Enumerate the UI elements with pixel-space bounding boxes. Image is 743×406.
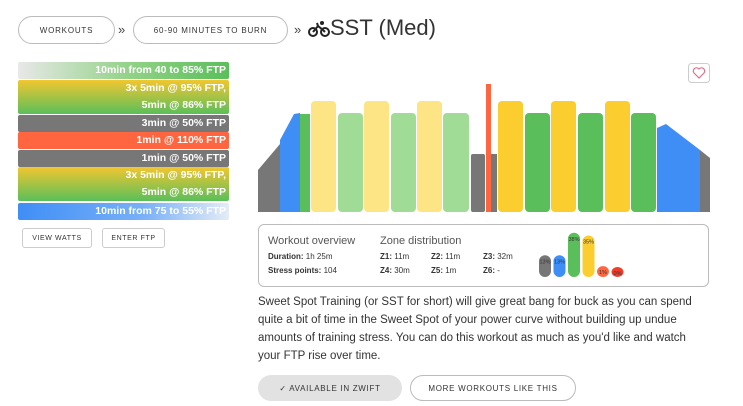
zone: Z4: 30m bbox=[380, 266, 410, 275]
zone-time: - bbox=[497, 266, 500, 275]
interval-text: 5min @ 86% FTP bbox=[141, 99, 226, 111]
zone-bubble bbox=[553, 255, 566, 277]
stress: Stress points: 104 bbox=[268, 266, 337, 275]
favorite-button[interactable] bbox=[688, 63, 710, 83]
zone-percent: 1% bbox=[599, 270, 607, 276]
zone-percent: 13% bbox=[554, 259, 565, 265]
zone-time: 11m bbox=[445, 252, 461, 261]
stress-label: Stress points: bbox=[268, 266, 322, 275]
description: Sweet Spot Training (or SST for short) w… bbox=[258, 296, 692, 362]
zone-label: Z3: bbox=[483, 252, 495, 261]
interval-text: 1min @ 50% FTP bbox=[141, 152, 226, 164]
zone-label: Z2: bbox=[431, 252, 443, 261]
breadcrumb-workouts[interactable]: WORKOUTS bbox=[18, 16, 115, 44]
zone-bubble bbox=[582, 235, 595, 277]
zone-label: Z4: bbox=[380, 266, 392, 275]
zone-bubble bbox=[611, 267, 624, 277]
zone: Z5: 1m bbox=[431, 266, 456, 275]
zone-bubble bbox=[597, 266, 609, 277]
stress-value: 104 bbox=[323, 266, 337, 275]
duration: Duration: 1h 25m bbox=[268, 252, 332, 261]
zone-label: Z5: bbox=[431, 266, 443, 275]
interval-text: 3min @ 50% FTP bbox=[141, 117, 226, 129]
interval: 3x 5min @ 95% FTP, 5min @ 86% FTP bbox=[18, 80, 229, 114]
duration-label: Duration: bbox=[268, 252, 304, 261]
interval-text: 10min from 40 to 85% FTP bbox=[95, 64, 226, 76]
interval-text: 10min from 75 to 55% FTP bbox=[95, 205, 226, 217]
zone-percent: 13% bbox=[539, 259, 550, 265]
more-workouts-button[interactable]: MORE WORKOUTS LIKE THIS bbox=[410, 375, 576, 401]
interval: 10min from 40 to 85% FTP bbox=[18, 62, 229, 79]
interval: 3x 5min @ 95% FTP, 5min @ 86% FTP bbox=[18, 167, 229, 201]
interval: 1min @ 110% FTP bbox=[18, 132, 229, 149]
bike-icon bbox=[308, 21, 330, 37]
zone-chart: 13% 13% 38% 35% 1% 0% bbox=[539, 232, 624, 277]
overview-heading: Workout overview bbox=[268, 235, 356, 247]
zone-bubble bbox=[539, 255, 551, 277]
zone-percent: 35% bbox=[583, 240, 594, 246]
zone: Z1: 11m bbox=[380, 252, 409, 261]
zone-heading: Zone distribution bbox=[380, 235, 462, 247]
overview-box: Workout overview Duration: 1h 25m Stress… bbox=[258, 224, 709, 287]
zone-time: 11m bbox=[394, 252, 410, 261]
zone: Z6: - bbox=[483, 266, 500, 275]
interval: 3min @ 50% FTP bbox=[18, 115, 229, 132]
zone-time: 32m bbox=[497, 252, 513, 261]
zone-percent: 0% bbox=[614, 271, 622, 277]
duration-value: 1h 25m bbox=[305, 252, 333, 261]
interval-text: 3x 5min @ 95% FTP, bbox=[125, 82, 226, 94]
zone-label: Z1: bbox=[380, 252, 392, 261]
zone: Z2: 11m bbox=[431, 252, 460, 261]
interval-text: 5min @ 86% FTP bbox=[141, 186, 226, 198]
zone-time: 30m bbox=[394, 266, 410, 275]
zone: Z3: 32m bbox=[483, 252, 513, 261]
interval-text: 1min @ 110% FTP bbox=[136, 134, 226, 146]
interval: 10min from 75 to 55% FTP bbox=[18, 203, 229, 220]
zone-label: Z6: bbox=[483, 266, 495, 275]
zone-bubble bbox=[568, 232, 580, 277]
view-watts-button[interactable]: VIEW WATTS bbox=[22, 228, 92, 248]
breadcrumb-category[interactable]: 60-90 MINUTES TO BURN bbox=[133, 16, 288, 44]
enter-ftp-button[interactable]: ENTER FTP bbox=[102, 228, 165, 248]
interval: 1min @ 50% FTP bbox=[18, 150, 229, 167]
breadcrumb-separator: » bbox=[294, 22, 302, 37]
zone-percent: 38% bbox=[568, 237, 579, 243]
zwift-button[interactable]: ✓ AVAILABLE IN ZWIFT bbox=[258, 375, 402, 401]
breadcrumb-separator: » bbox=[118, 22, 126, 37]
workout-graph bbox=[258, 84, 710, 212]
interval-text: 3x 5min @ 95% FTP, bbox=[125, 169, 226, 181]
workout-title: SST (Med) bbox=[330, 15, 436, 40]
zone-time: 1m bbox=[445, 266, 457, 275]
